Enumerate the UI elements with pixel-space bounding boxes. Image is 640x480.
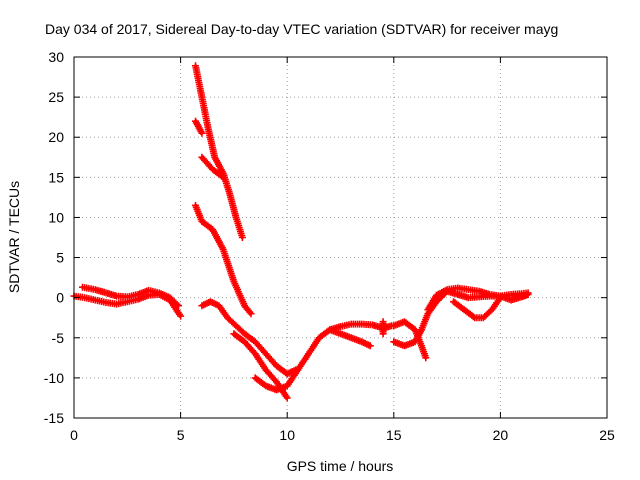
series-markers — [192, 62, 246, 241]
series-markers — [192, 201, 255, 318]
series-track-11 — [379, 318, 387, 338]
y-tick-label: 25 — [48, 89, 64, 105]
x-tick-label: 15 — [386, 427, 402, 443]
series-track-14 — [424, 284, 532, 314]
series-track-3 — [192, 62, 246, 241]
y-tick-label: -5 — [52, 330, 65, 346]
x-axis-title: GPS time / hours — [287, 458, 394, 474]
x-tick-label: 20 — [493, 427, 509, 443]
series-markers — [251, 320, 396, 394]
series-group — [70, 62, 532, 402]
series-track-5 — [198, 153, 227, 181]
grid — [74, 57, 607, 418]
y-tick-label: -10 — [44, 370, 64, 386]
y-tick-label: 20 — [48, 129, 64, 145]
x-tick-label: 0 — [70, 427, 78, 443]
series-track-2 — [79, 283, 182, 310]
series-markers — [198, 153, 227, 181]
series-markers — [79, 283, 182, 310]
axes: 0 5 10 15 20 25 -15 -10 -5 0 5 10 15 20 25 30 — [44, 49, 615, 443]
series-track-8 — [230, 330, 291, 402]
series-track-10 — [326, 326, 374, 350]
series-markers — [326, 326, 374, 350]
y-tick-label: 10 — [48, 209, 64, 225]
series-markers — [450, 294, 504, 322]
y-tick-label: 5 — [56, 250, 64, 266]
series-track-4 — [192, 117, 206, 137]
y-tick-label: 30 — [48, 49, 64, 65]
series-markers — [198, 298, 300, 378]
series-track-6 — [192, 201, 255, 318]
plot-frame — [73, 56, 608, 419]
series-track-7 — [198, 298, 300, 378]
series-track-15 — [450, 294, 504, 322]
x-tick-label: 5 — [177, 427, 185, 443]
series-markers — [424, 284, 532, 314]
x-tick-label: 10 — [279, 427, 295, 443]
y-tick-label: -15 — [44, 410, 64, 426]
y-axis-title: SDTVAR / TECUs — [6, 181, 22, 293]
series-markers — [192, 117, 206, 137]
series-markers — [379, 318, 387, 338]
y-tick-label: 0 — [56, 290, 64, 306]
y-tick-label: 15 — [48, 169, 64, 185]
series-track-9 — [251, 320, 396, 394]
x-tick-label: 25 — [599, 427, 615, 443]
chart-title: Day 034 of 2017, Sidereal Day-to-day VTE… — [45, 21, 558, 37]
